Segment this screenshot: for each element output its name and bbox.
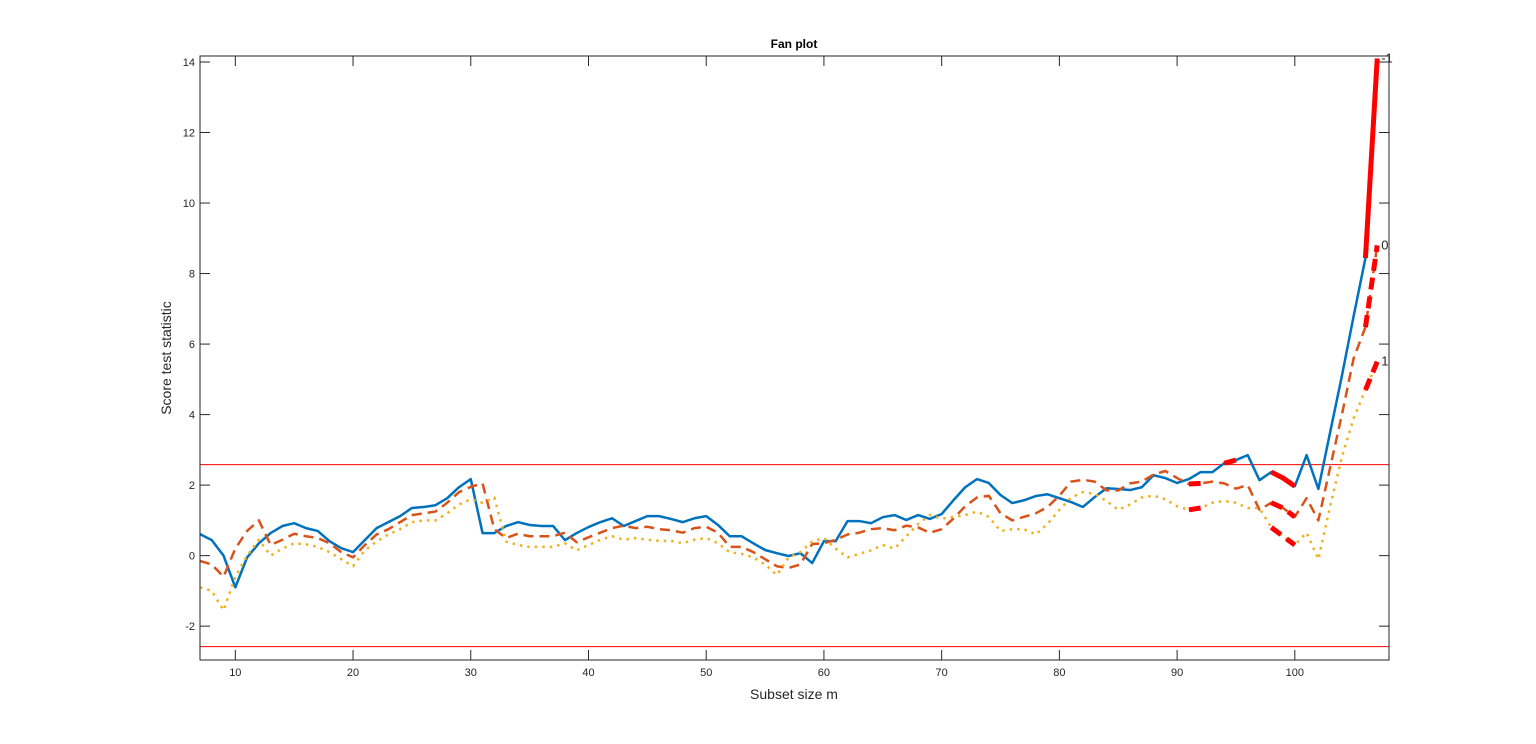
highlight-segment [1188,505,1202,513]
y-tick-label: 10 [183,198,195,210]
highlight-segment [1270,469,1297,489]
y-tick-label: 6 [189,339,195,351]
x-tick-label: 60 [818,667,830,679]
highlight-segment [1363,360,1380,391]
highlight-segment [1269,525,1297,548]
series-end-label: 0 [1381,237,1388,252]
series-end-label: -1 [1381,50,1393,65]
highlight-segment [1362,244,1380,328]
x-tick-label: 30 [465,667,477,679]
y-tick-label: 12 [183,128,195,140]
series-line-2 [200,361,1379,612]
x-axis-label: Subset size m [750,686,838,702]
y-tick-label: 0 [189,551,195,563]
x-tick-label: 10 [229,667,241,679]
y-tick-label: 14 [183,57,195,69]
x-tick-label: 20 [347,667,359,679]
axes-box [199,55,1390,661]
highlight-segment [1223,457,1237,466]
x-tick-label: 40 [582,667,594,679]
y-tick-label: 8 [189,269,195,281]
x-tick-label: 50 [700,667,712,679]
x-tick-label: 80 [1053,667,1065,679]
plot-area: -1 0 1 10 20 30 40 50 60 70 80 90 100 -2 0 2 4 6 8 10 12 14 [183,50,1393,679]
highlight-segment [1188,480,1201,487]
highlight-segment [1362,58,1380,259]
series-line-0 [200,58,1379,589]
y-tick-label: 4 [189,410,195,422]
highlight-segment [1270,500,1297,519]
series-line-1 [200,245,1379,579]
x-tick-label: 100 [1286,667,1304,679]
series-end-label: 1 [1381,354,1388,369]
y-tick-label: 2 [189,480,195,492]
y-tick-label: -2 [185,621,195,633]
x-tick-label: 70 [936,667,948,679]
x-tick-label: 90 [1171,667,1183,679]
chart-title: Fan plot [771,37,818,51]
y-axis-label: Score test statistic [158,301,174,415]
